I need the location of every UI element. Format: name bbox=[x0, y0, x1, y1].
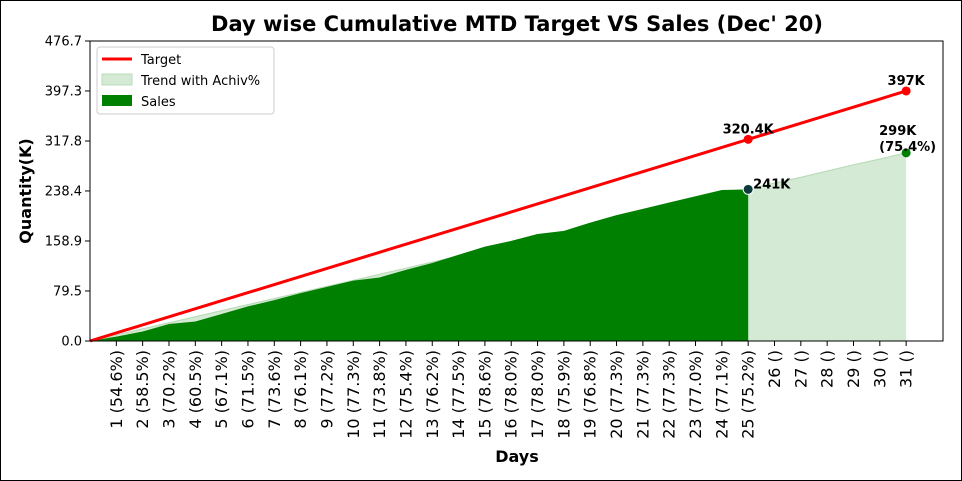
data-label-1: 397K bbox=[888, 74, 926, 89]
x-tick-label: 29 () bbox=[844, 350, 863, 388]
x-tick-label: 27 () bbox=[791, 350, 810, 388]
legend-trend-swatch bbox=[101, 73, 133, 86]
x-tick-label: 26 () bbox=[765, 350, 784, 388]
y-tick-label: 397.3 bbox=[45, 84, 82, 99]
data-point-marker-2 bbox=[742, 183, 754, 195]
x-tick-label: 5 (67.1%) bbox=[212, 350, 231, 429]
legend-sales-swatch bbox=[102, 95, 132, 106]
x-tick-label: 23 (77.0%) bbox=[686, 350, 705, 439]
x-tick-label: 11 (73.8%) bbox=[370, 350, 389, 439]
data-labels: 320.4K 397K 241K 299K(75.4%) bbox=[723, 74, 936, 195]
legend: Target Trend with Achiv% Sales bbox=[96, 46, 275, 115]
x-tick-label: 12 (75.4%) bbox=[396, 350, 415, 439]
chart-title: Day wise Cumulative MTD Target VS Sales … bbox=[211, 12, 823, 36]
target-line bbox=[89, 89, 907, 343]
data-point-marker-1 bbox=[901, 86, 911, 96]
x-tick-label: 18 (75.9%) bbox=[554, 350, 573, 439]
x-tick-label: 1 (54.6%) bbox=[107, 350, 126, 429]
x-tick-label: 22 (77.3%) bbox=[660, 350, 679, 439]
legend-box bbox=[96, 46, 275, 115]
data-label-3-line2: (75.4%) bbox=[879, 140, 936, 155]
x-tick-label: 28 () bbox=[818, 350, 837, 388]
data-label-3: 299K bbox=[879, 124, 917, 139]
y-tick-label: 158.9 bbox=[45, 235, 82, 250]
data-point-marker-3 bbox=[901, 148, 911, 158]
x-tick-label: 30 () bbox=[870, 350, 889, 388]
x-tick-label: 20 (77.3%) bbox=[607, 350, 626, 439]
x-tick-label: 15 (78.6%) bbox=[475, 350, 494, 439]
x-tick-label: 17 (78.0%) bbox=[528, 350, 547, 439]
x-tick-label: 3 (70.2%) bbox=[159, 350, 178, 429]
x-tick-label: 21 (77.3%) bbox=[633, 350, 652, 439]
x-tick-label: 16 (78.0%) bbox=[502, 350, 521, 439]
y-tick-label: 476.7 bbox=[45, 35, 82, 50]
y-tick-label: 317.8 bbox=[45, 135, 82, 150]
y-axis: 0.0 79.5 158.9 238.4 317.8 397.3 476.7 bbox=[45, 35, 90, 350]
x-tick-label: 19 (76.8%) bbox=[581, 350, 600, 439]
y-tick-label: 0.0 bbox=[61, 335, 82, 350]
x-tick-label: 4 (60.5%) bbox=[186, 350, 205, 429]
data-label-2: 241K bbox=[753, 177, 791, 192]
sales-area bbox=[90, 189, 749, 341]
x-tick-label: 7 (73.6%) bbox=[265, 350, 284, 429]
y-axis-label: Quantity(K) bbox=[16, 138, 35, 243]
x-tick-label: 13 (76.2%) bbox=[423, 350, 442, 439]
legend-trend-label: Trend with Achiv% bbox=[140, 74, 260, 89]
x-axis-label: Days bbox=[495, 447, 539, 466]
x-tick-label: 31 () bbox=[897, 350, 916, 388]
x-tick-label: 14 (77.5%) bbox=[449, 350, 468, 439]
plot-area bbox=[89, 89, 907, 343]
x-tick-label: 8 (76.1%) bbox=[291, 350, 310, 429]
x-tick-label: 6 (71.5%) bbox=[238, 350, 257, 429]
data-point-marker-0 bbox=[743, 134, 753, 144]
legend-sales-label: Sales bbox=[141, 95, 176, 110]
legend-target-label: Target bbox=[140, 53, 181, 68]
x-tick-label: 24 (77.1%) bbox=[712, 350, 731, 439]
x-tick-label: 9 (77.2%) bbox=[317, 350, 336, 429]
x-tick-label: 10 (77.3%) bbox=[344, 350, 363, 439]
y-tick-label: 238.4 bbox=[45, 184, 82, 199]
x-tick-label: 2 (58.5%) bbox=[133, 350, 152, 429]
data-label-0: 320.4K bbox=[723, 122, 775, 137]
x-tick-label: 25 (75.2%) bbox=[739, 350, 758, 439]
y-tick-label: 79.5 bbox=[53, 284, 82, 299]
x-axis: 1 (54.6%) 2 (58.5%) 3 (70.2%) 4 (60.5%) 5 (6… bbox=[107, 341, 916, 439]
